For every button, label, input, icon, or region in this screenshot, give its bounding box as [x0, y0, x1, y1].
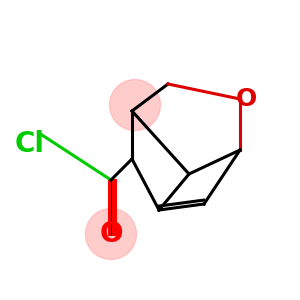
- Text: Cl: Cl: [15, 130, 45, 158]
- Circle shape: [110, 80, 160, 130]
- Circle shape: [85, 208, 136, 260]
- Text: O: O: [99, 220, 123, 248]
- Text: O: O: [236, 87, 256, 111]
